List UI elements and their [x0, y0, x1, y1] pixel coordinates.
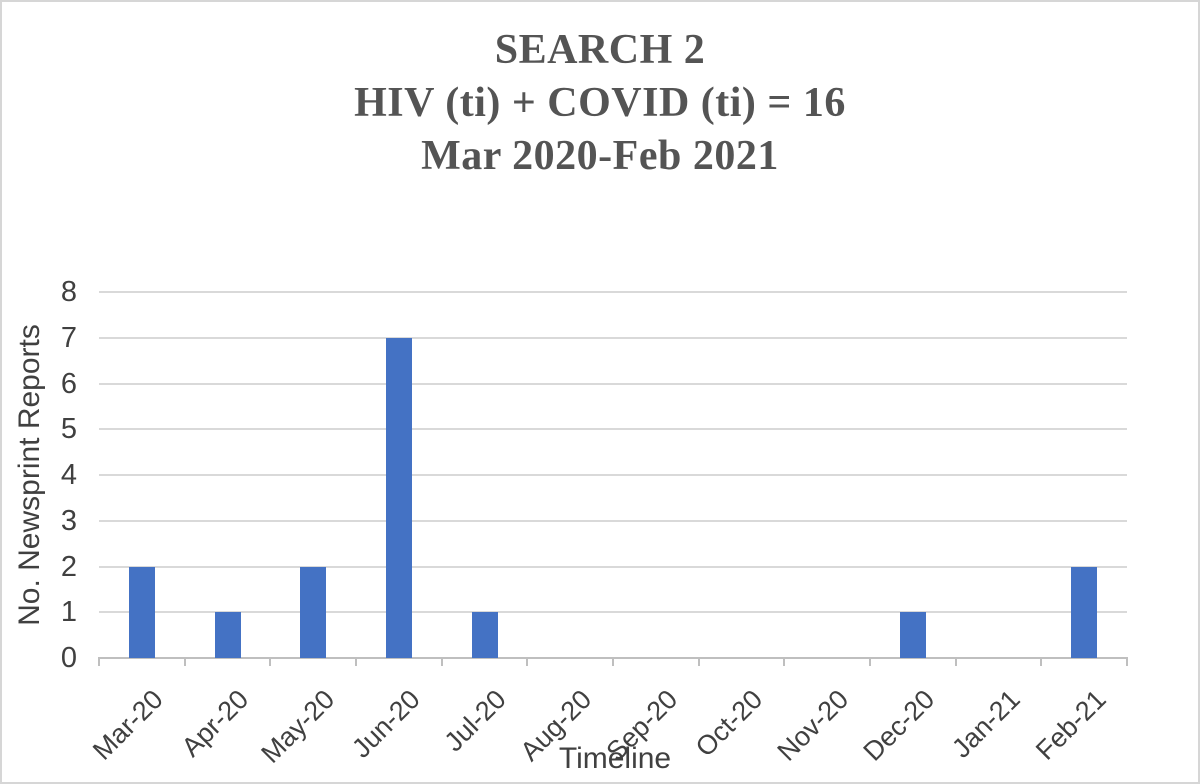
bar-feb-21 [1071, 566, 1098, 658]
x-axis-title: Timeline [558, 742, 672, 775]
axis-tick [526, 659, 529, 666]
y-tick-label: 0 [60, 642, 77, 674]
axis-tick [783, 659, 786, 666]
bar-jun-20 [385, 337, 412, 658]
x-tick-label-text: Jun-20 [346, 684, 427, 764]
gridline [99, 336, 1127, 339]
x-tick-label-text: Dec-20 [857, 684, 941, 767]
axis-tick [869, 659, 871, 666]
chart-title: SEARCH 2 HIV (ti) + COVID (ti) = 16 Mar … [2, 24, 1198, 183]
gridline [99, 382, 1127, 385]
y-tick-label: 3 [60, 504, 77, 537]
axis-tick [954, 659, 957, 666]
x-tick-label-text: Jul-20 [438, 684, 512, 758]
axis-tick [612, 659, 614, 666]
axis-tick [355, 659, 357, 666]
gridline [99, 611, 1127, 614]
axis-tick [1040, 659, 1043, 666]
gridline [99, 428, 1127, 431]
gridline [99, 291, 1127, 293]
axis-tick [697, 659, 700, 666]
axis-tick [269, 659, 272, 666]
y-tick-label: 6 [60, 367, 77, 400]
chart-title-line-3: Mar 2020-Feb 2021 [421, 133, 779, 179]
x-tick-label-text: Oct-20 [690, 684, 769, 763]
chart-title-line-2: HIV (ti) + COVID (ti) = 16 [354, 80, 846, 126]
y-tick-label: 8 [60, 276, 77, 308]
y-tick-label: 1 [60, 596, 77, 629]
x-tick-label-text: Jan-21 [946, 684, 1026, 764]
x-tick-label-text: May-20 [255, 684, 341, 769]
gridline [99, 565, 1127, 568]
gridline [99, 519, 1127, 522]
x-tick-label-text: Apr-20 [176, 684, 255, 763]
x-tick-label-text: Nov-20 [771, 684, 855, 767]
y-tick-label: 2 [60, 550, 77, 583]
y-tick-label: 7 [60, 321, 77, 354]
bar-dec-20 [899, 612, 926, 658]
bar-may-20 [300, 566, 327, 658]
bar-mar-20 [128, 566, 155, 658]
y-tick-label: 4 [60, 459, 77, 491]
bar-jul-20 [471, 612, 498, 658]
gridline [99, 474, 1127, 476]
bar-apr-20 [214, 612, 241, 658]
axis-tick [1126, 659, 1128, 666]
chart-title-line-1: SEARCH 2 [494, 27, 706, 73]
axis-tick [183, 659, 186, 666]
x-tick-label-text: Feb-21 [1029, 684, 1112, 766]
x-tick-label-text: Mar-20 [87, 684, 170, 766]
x-axis-line [98, 657, 1128, 659]
axis-tick [98, 659, 100, 666]
y-tick-label: 5 [60, 413, 77, 446]
axis-tick [440, 659, 443, 666]
y-axis-title: No. Newsprint Reports [13, 324, 46, 626]
